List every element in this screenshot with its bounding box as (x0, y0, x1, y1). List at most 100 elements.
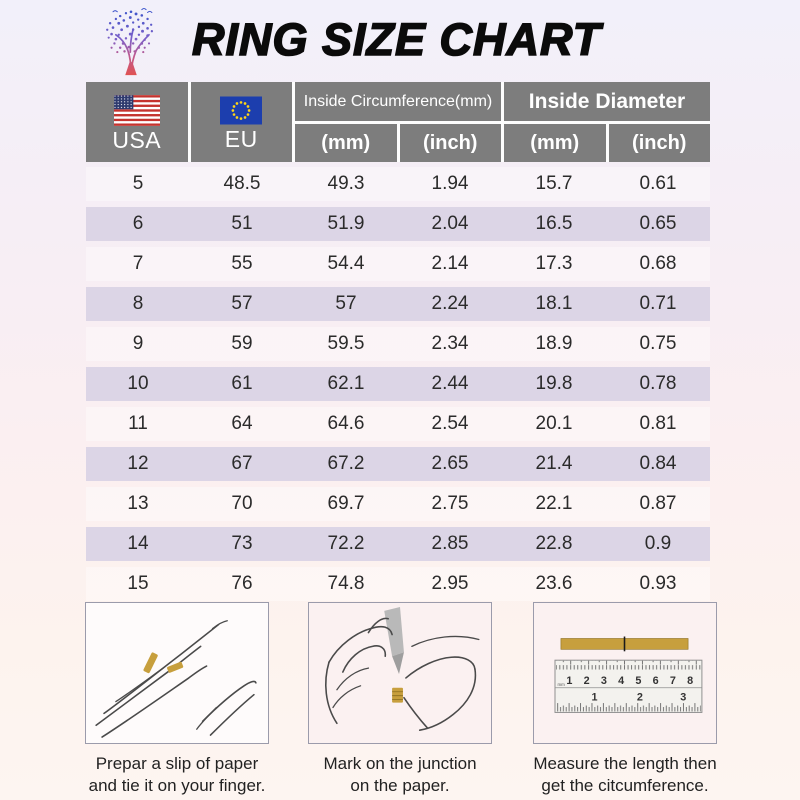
ruler-cm-1: 1 (566, 675, 572, 687)
diameter-mm-header: (mm) (504, 124, 606, 162)
table-cell: 6 (132, 213, 144, 234)
table-row: 5 48.5 49.3 1.94 15.7 0.61 (86, 167, 710, 201)
eu-flag-icon (220, 96, 263, 124)
table-row: 13 70 69.7 2.75 22.1 0.87 (86, 487, 710, 521)
table-cell: 67.2 (327, 453, 365, 474)
table-cell: 0.81 (639, 413, 677, 434)
table-cell: 11 (128, 413, 148, 434)
table-row: 7 55 54.4 2.14 17.3 0.68 (86, 247, 710, 281)
table-header: USA EU Inside Circumference(mm) Inside D… (86, 82, 710, 162)
table-cell: 0.71 (639, 293, 677, 314)
table-cell: 67 (231, 453, 253, 474)
tree-logo-icon (106, 8, 154, 76)
table-cell: 13 (127, 493, 149, 514)
caption-step-3: Measure the length then get the citcumfe… (533, 753, 716, 798)
table-cell: 18.1 (535, 293, 573, 314)
table-cell: 48.5 (223, 173, 261, 194)
illustration-tie-paper (85, 602, 269, 744)
table-cell: 15.7 (535, 173, 573, 194)
table-cell: 1.94 (431, 173, 469, 194)
table-cell: 0.93 (639, 573, 677, 594)
table-cell: 0.61 (639, 173, 677, 194)
table-cell: 2.54 (431, 413, 469, 434)
page-title: RING SIZE CHART (191, 13, 602, 66)
table-cell: 5 (132, 173, 144, 194)
table-row: 9 59 59.5 2.34 18.9 0.75 (86, 327, 710, 361)
table-cell: 0.84 (639, 453, 677, 474)
instruction-step-2: Mark on the junction on the paper. (290, 602, 510, 798)
table-cell: 2.95 (431, 573, 469, 594)
instruction-step-1: Prepar a slip of paper and tie it on you… (67, 602, 287, 798)
table-cell: 20.1 (535, 413, 573, 434)
table-cell: 70 (231, 493, 253, 514)
ruler-measure-illustration: 1 2 3 4 5 6 7 8 mm 1 2 3 (554, 636, 703, 713)
table-cell: 0.78 (639, 373, 677, 394)
caption-step-2: Mark on the junction on the paper. (323, 753, 476, 798)
table-cell: 49.3 (327, 173, 365, 194)
table-cell: 76 (231, 573, 253, 594)
table-cell: 61 (231, 373, 253, 394)
table-cell: 9 (132, 333, 144, 354)
table-cell: 2.24 (431, 293, 469, 314)
table-cell: 2.04 (431, 213, 469, 234)
diameter-inch-header: (inch) (608, 124, 710, 162)
table-cell: 74.8 (327, 573, 365, 594)
table-cell: 21.4 (535, 453, 573, 474)
ruler-cm-8: 8 (687, 675, 693, 687)
usa-column-header: USA (86, 82, 188, 162)
eu-label: EU (224, 125, 258, 152)
ring-size-table: USA EU Inside Circumference(mm) Inside D… (86, 82, 710, 601)
illustration-measure-ruler: 1 2 3 4 5 6 7 8 mm 1 2 3 (533, 602, 717, 744)
table-cell: 19.8 (535, 373, 573, 394)
table-cell: 51.9 (327, 213, 365, 234)
table-row: 10 61 62.1 2.44 19.8 0.78 (86, 367, 710, 401)
caption-3-line-2: get the citcumference. (541, 776, 709, 796)
ruler-cm-6: 6 (653, 675, 659, 687)
ruler-cm-3: 3 (601, 675, 607, 687)
circumference-group-header: Inside Circumference(mm) (295, 82, 501, 121)
table-row: 12 67 67.2 2.65 21.4 0.84 (86, 447, 710, 481)
table-cell: 64 (231, 413, 253, 434)
table-cell: 2.44 (431, 373, 469, 394)
caption-3-line-1: Measure the length then (533, 754, 717, 773)
table-row: 14 73 72.2 2.85 22.8 0.9 (86, 527, 710, 561)
table-cell: 17.3 (535, 253, 573, 274)
table-cell: 0.9 (644, 533, 672, 554)
eu-column-header: EU (190, 82, 292, 162)
caption-step-1: Prepar a slip of paper and tie it on you… (89, 753, 266, 798)
caption-1-line-2: and tie it on your finger. (88, 776, 266, 796)
diameter-group-header: Inside Diameter (504, 82, 710, 121)
table-row: 6 51 51.9 2.04 16.5 0.65 (86, 207, 710, 241)
table-cell: 73 (231, 533, 253, 554)
table-cell: 57 (335, 293, 357, 314)
table-body: 5 48.5 49.3 1.94 15.7 0.61 6 51 51.9 2.04 16.5 0.65… (86, 167, 710, 601)
table-cell: 69.7 (327, 493, 365, 514)
table-cell: 64.6 (327, 413, 365, 434)
caption-1-line-1: Prepar a slip of paper (95, 754, 259, 773)
table-cell: 8 (132, 293, 144, 314)
table-cell: 23.6 (535, 573, 573, 594)
ruler-cm-2: 2 (584, 675, 590, 687)
illustration-mark-paper (308, 602, 492, 744)
table-cell: 2.65 (431, 453, 469, 474)
ruler-cm-5: 5 (635, 675, 641, 687)
table-cell: 2.34 (431, 333, 469, 354)
ruler-cm-4: 4 (618, 675, 624, 687)
table-row: 15 76 74.8 2.95 23.6 0.93 (86, 567, 710, 601)
table-cell: 51 (231, 213, 253, 234)
table-cell: 7 (132, 253, 144, 274)
table-cell: 0.65 (639, 213, 677, 234)
hand-with-paper-illustration (95, 620, 257, 738)
circumference-inch-header: (inch) (399, 124, 501, 162)
table-cell: 18.9 (535, 333, 573, 354)
ruler-inch-1: 1 (591, 692, 597, 704)
table-cell: 72.2 (327, 533, 365, 554)
table-cell: 0.75 (639, 333, 677, 354)
table-cell: 2.75 (431, 493, 469, 514)
table-cell: 54.4 (327, 253, 365, 274)
circumference-mm-header: (mm) (295, 124, 397, 162)
table-cell: 62.1 (327, 373, 365, 394)
table-cell: 0.87 (639, 493, 677, 514)
caption-2-line-2: on the paper. (350, 776, 450, 796)
